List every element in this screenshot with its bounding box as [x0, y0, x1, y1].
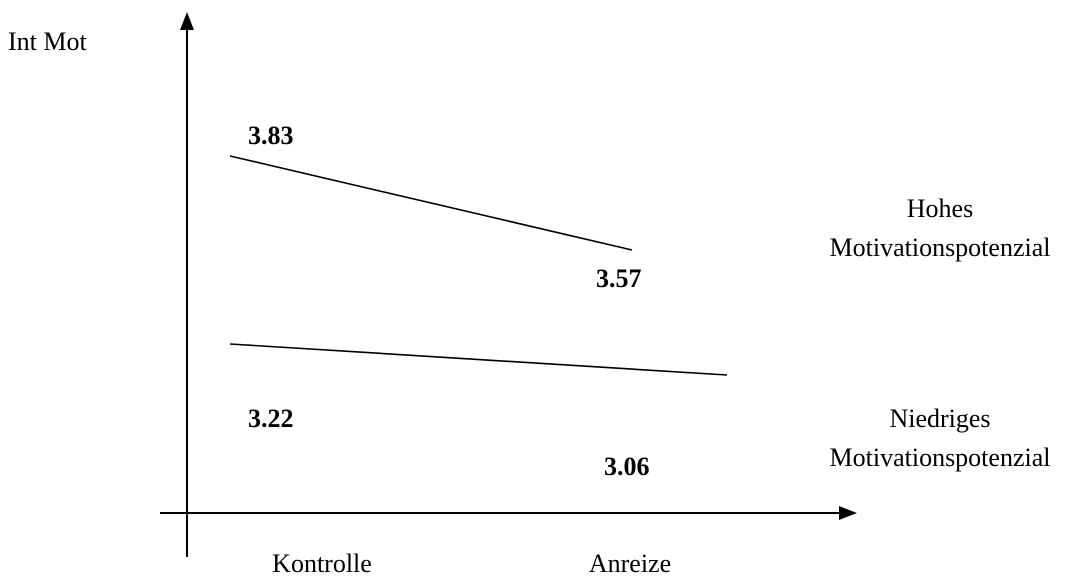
- y-axis-label: Int Mot: [8, 27, 88, 56]
- data-label-hohes-anreize: 3.57: [596, 264, 642, 293]
- series-name-hohes-line1: Hohes: [907, 194, 973, 223]
- series-line-niedriges: [229, 343, 728, 376]
- series-name-hohes-line2: Motivationspotenzial: [830, 233, 1051, 262]
- x-tick-label-kontrolle: Kontrolle: [272, 549, 372, 576]
- data-label-niedriges-anreize: 3.06: [604, 452, 650, 481]
- x-axis-arrowhead: [839, 506, 857, 520]
- series-line-hohes: [229, 155, 633, 251]
- data-label-niedriges-kontrolle: 3.22: [248, 404, 294, 433]
- data-label-hohes-kontrolle: 3.83: [248, 121, 294, 150]
- series-name-niedriges-line1: Niedriges: [889, 404, 990, 433]
- series-name-niedriges-line2: Motivationspotenzial: [830, 443, 1051, 472]
- x-tick-label-anreize: Anreize: [589, 549, 671, 576]
- y-axis-arrowhead: [180, 12, 194, 30]
